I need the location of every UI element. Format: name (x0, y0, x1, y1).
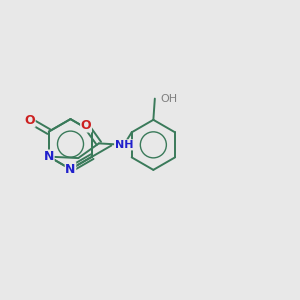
Text: OH: OH (161, 94, 178, 103)
Text: N: N (65, 163, 76, 176)
Text: O: O (24, 114, 35, 127)
Text: NH: NH (115, 140, 133, 150)
Text: O: O (81, 119, 92, 132)
Text: N: N (44, 150, 54, 163)
